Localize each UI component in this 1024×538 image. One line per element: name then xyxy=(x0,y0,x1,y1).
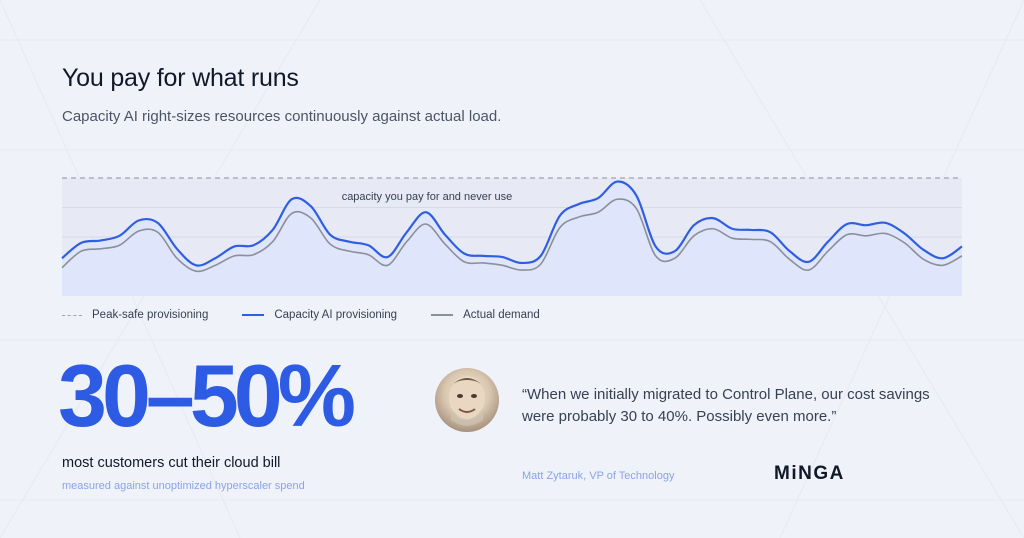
legend-label-capacity: Capacity AI provisioning xyxy=(274,309,398,321)
demand-area-fill xyxy=(62,181,962,296)
person-photo-icon xyxy=(449,376,485,426)
savings-stat: 30–50% xyxy=(58,346,356,445)
legend-label-demand: Actual demand xyxy=(463,309,540,321)
actual-demand-line xyxy=(61,198,963,273)
legend-item-peak: Peak-safe provisioning xyxy=(62,309,208,321)
page-subtitle: Capacity AI right-sizes resources contin… xyxy=(62,108,502,125)
savings-note: measured against unoptimized hyperscaler… xyxy=(62,480,305,492)
blue-line-icon xyxy=(242,314,265,316)
provisioning-chart: capacity you pay for and never use xyxy=(61,177,963,296)
capacity-ai-provisioning-line xyxy=(61,180,963,267)
legend-item-capacity: Capacity AI provisioning xyxy=(242,309,397,321)
legend-label-peak: Peak-safe provisioning xyxy=(92,309,209,321)
testimonial-quote: “When we initially migrated to Control P… xyxy=(522,386,930,425)
company-logo: MiNGA xyxy=(774,463,845,484)
savings-description: most customers cut their cloud bill xyxy=(62,455,281,471)
avatar xyxy=(435,368,499,432)
chart-annotation: capacity you pay for and never use xyxy=(342,191,513,203)
page-title: You pay for what runs xyxy=(62,64,299,92)
dashed-line-icon xyxy=(62,314,82,316)
chart-legend: Peak-safe provisioning Capacity AI provi… xyxy=(62,309,574,321)
legend-item-demand: Actual demand xyxy=(431,309,540,321)
gray-line-icon xyxy=(431,314,454,316)
testimonial-author: Matt Zytaruk, VP of Technology xyxy=(522,470,675,482)
